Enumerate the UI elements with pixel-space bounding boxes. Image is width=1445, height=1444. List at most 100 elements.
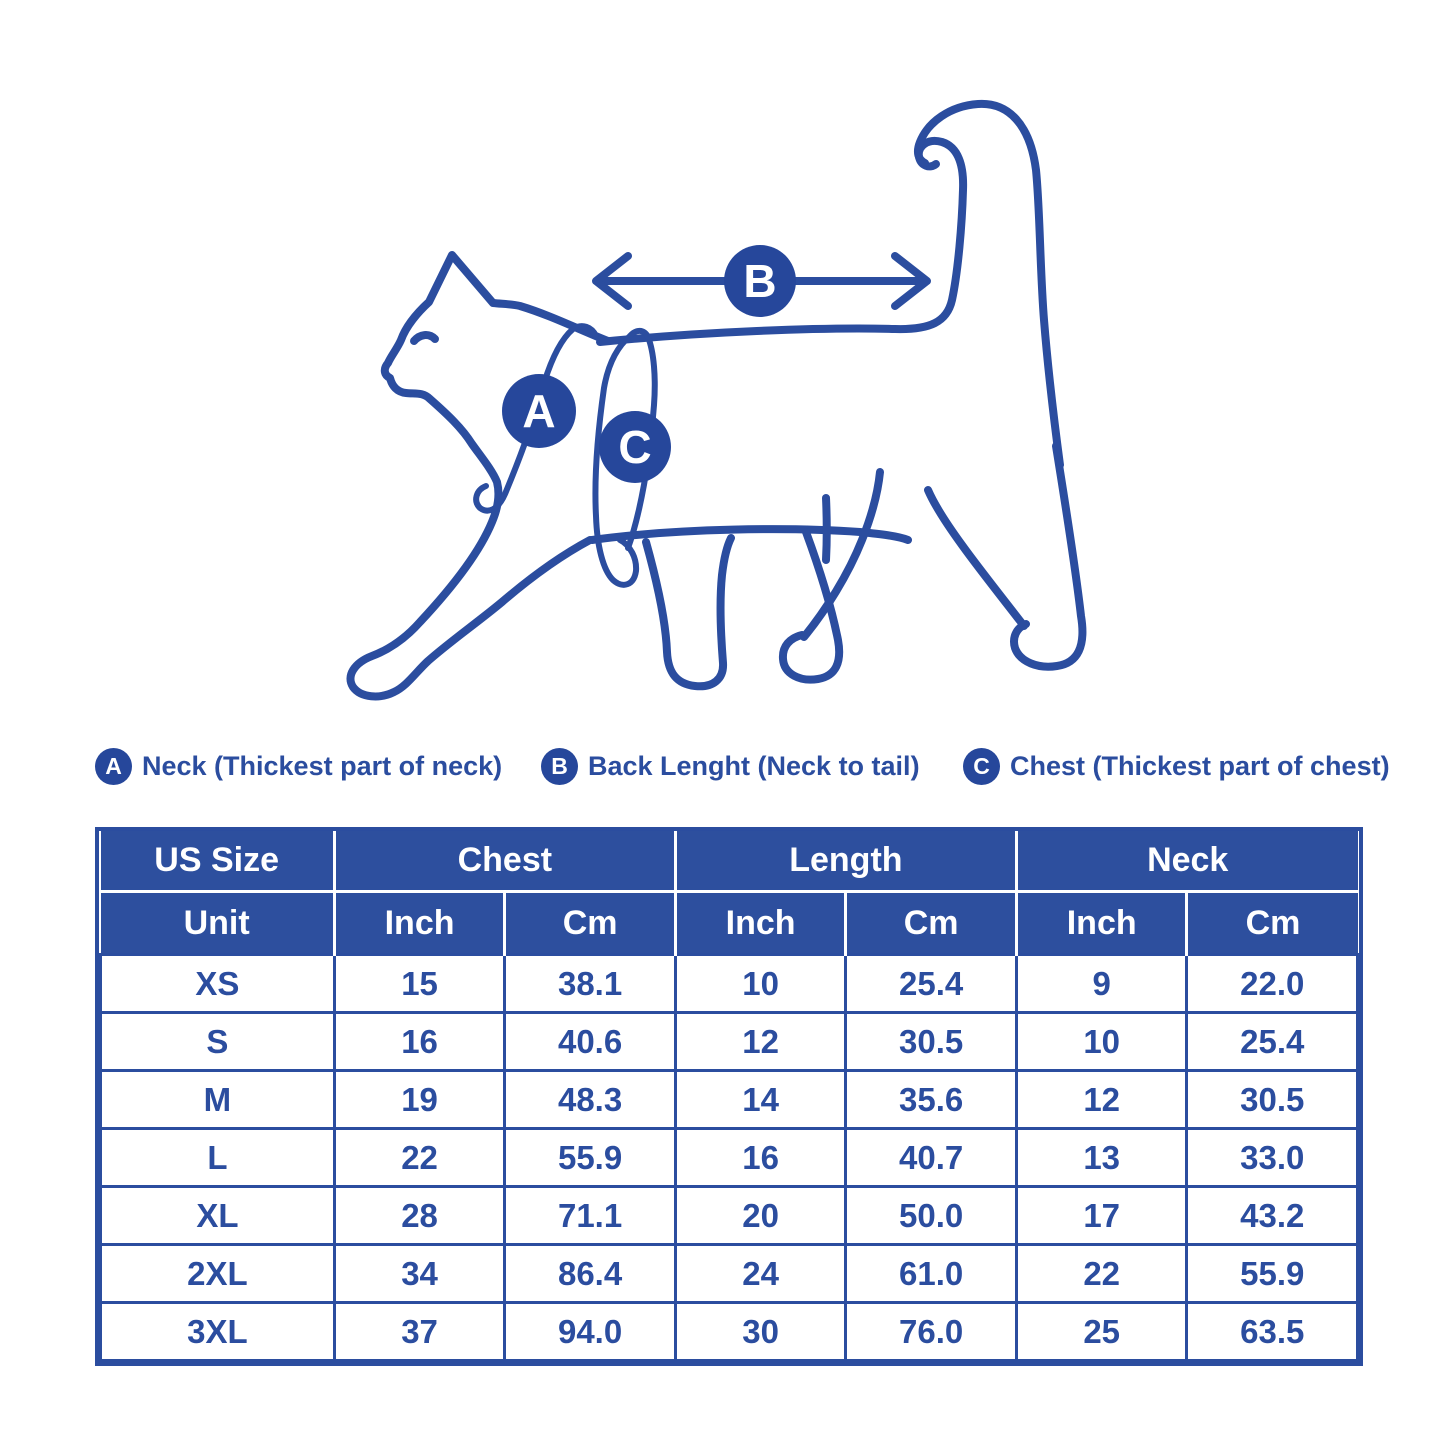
table-row: XS 15 38.1 10 25.4 9 22.0: [99, 953, 1359, 1014]
measurement-cell: 61.0: [844, 1243, 1018, 1304]
measurement-cell: 19: [332, 1069, 507, 1130]
length-header: Length: [673, 831, 1018, 893]
table-row: L 22 55.9 16 40.7 13 33.0: [99, 1127, 1359, 1188]
measurement-cell: 55.9: [503, 1127, 677, 1188]
group-header-row: US Size Chest Length Neck: [100, 831, 1358, 893]
measurement-cell: 10: [1014, 1011, 1189, 1072]
measurement-cell: 12: [673, 1011, 848, 1072]
size-table-header: US Size Chest Length Neck Unit Inch Cm I…: [100, 831, 1358, 955]
legend-b-badge-icon: B: [541, 748, 578, 785]
us-size-header: US Size: [100, 831, 336, 893]
measurement-cell: 30: [673, 1301, 848, 1362]
size-table: US Size Chest Length Neck Unit Inch Cm I…: [99, 831, 1359, 1362]
table-row: 3XL 37 94.0 30 76.0 25 63.5: [99, 1301, 1359, 1362]
cat-head-front-outline-path: [346, 251, 612, 701]
legend-item-chest: C Chest (Thickest part of chest): [963, 748, 1390, 785]
size-label-cell: M: [99, 1069, 336, 1130]
size-label-cell: L: [99, 1127, 336, 1188]
arrow-head-left-icon: [592, 252, 632, 310]
neck-cm-header: Cm: [1185, 890, 1358, 955]
legend-item-back-length: B Back Lenght (Neck to tail): [541, 748, 920, 785]
measurement-cell: 12: [1014, 1069, 1189, 1130]
measurement-cell: 28: [332, 1185, 507, 1246]
measure-c-badge-label: C: [618, 421, 651, 473]
measurement-cell: 25.4: [1185, 1011, 1359, 1072]
cat-hind-leg-far-path: [1010, 442, 1087, 671]
cat-belly-path: [588, 525, 912, 544]
measurement-cell: 20: [673, 1185, 848, 1246]
measurement-cell: 25.4: [844, 953, 1018, 1014]
measure-b-badge-icon: [724, 245, 796, 317]
cat-hind-leg-near-back-path: [800, 468, 884, 641]
measurement-cell: 13: [1014, 1127, 1189, 1188]
size-label-cell: S: [99, 1011, 336, 1072]
measurement-cell: 76.0: [844, 1301, 1018, 1362]
cat-back-tail-inner-path: [596, 137, 968, 346]
measurement-cell: 30.5: [844, 1011, 1018, 1072]
cat-eye-path: [410, 331, 439, 345]
length-cm-header: Cm: [844, 890, 1018, 955]
measurement-cell: 34: [332, 1243, 507, 1304]
measurement-cell: 43.2: [1185, 1185, 1359, 1246]
measurement-cell: 50.0: [844, 1185, 1018, 1246]
chest-header: Chest: [332, 831, 677, 893]
chest-measure-loop-path: [592, 327, 658, 588]
table-row: M 19 48.3 14 35.6 12 30.5: [99, 1069, 1359, 1130]
measurement-cell: 15: [332, 953, 507, 1014]
measurement-cell: 17: [1014, 1185, 1189, 1246]
measurement-cell: 10: [673, 953, 848, 1014]
length-inch-header: Inch: [673, 890, 848, 955]
table-row: XL 28 71.1 20 50.0 17 43.2: [99, 1185, 1359, 1246]
size-label-cell: 2XL: [99, 1243, 336, 1304]
neck-header: Neck: [1014, 831, 1358, 893]
measurement-cell: 24: [673, 1243, 848, 1304]
legend-back-length-label: Back Lenght (Neck to tail): [588, 751, 920, 781]
measurement-cell: 16: [673, 1127, 848, 1188]
neck-inch-header: Inch: [1014, 890, 1189, 955]
arrow-head-right-icon: [891, 252, 931, 310]
unit-header: Unit: [100, 890, 336, 955]
measurement-cell: 9: [1014, 953, 1189, 1014]
measurement-cell: 48.3: [503, 1069, 677, 1130]
measure-a-badge-label: A: [522, 385, 555, 437]
measure-b-badge-label: B: [743, 255, 776, 307]
table-row: S 16 40.6 12 30.5 10 25.4: [99, 1011, 1359, 1072]
measure-a-badge-icon: [502, 374, 576, 448]
table-row: 2XL 34 86.4 24 61.0 22 55.9: [99, 1243, 1359, 1304]
legend-chest-label: Chest (Thickest part of chest): [1010, 751, 1390, 781]
measurement-cell: 14: [673, 1069, 848, 1130]
measurement-cell: 94.0: [503, 1301, 677, 1362]
legend-item-neck: A Neck (Thickest part of neck): [95, 748, 502, 785]
size-label-cell: 3XL: [99, 1301, 336, 1362]
measurement-cell: 37: [332, 1301, 507, 1362]
chest-inch-header: Inch: [332, 890, 507, 955]
unit-header-row: Unit Inch Cm Inch Cm Inch Cm: [100, 890, 1358, 955]
measurement-cell: 16: [332, 1011, 507, 1072]
measurement-cell: 38.1: [503, 953, 677, 1014]
measurement-cell: 25: [1014, 1301, 1189, 1362]
cat-measurement-diagram: A C B: [346, 99, 1087, 701]
cat-front-leg-path: [642, 534, 735, 691]
legend-neck-label: Neck (Thickest part of neck): [142, 751, 503, 781]
measurement-cell: 35.6: [844, 1069, 1018, 1130]
measurement-cell: 40.6: [503, 1011, 677, 1072]
measurement-cell: 71.1: [503, 1185, 677, 1246]
cat-hind-leg-near-path: [778, 528, 844, 684]
cat-hind-leg-far-front-path: [924, 486, 1028, 630]
cat-thigh-line-path: [822, 494, 831, 564]
measurement-cell: 40.7: [844, 1127, 1018, 1188]
size-table-body: XS 15 38.1 10 25.4 9 22.0 S 16 40.6 12 30.5 10 25.4 M 1…: [99, 953, 1359, 1362]
legend-a-badge-icon: A: [95, 748, 132, 785]
chest-cm-header: Cm: [503, 890, 677, 955]
cat-tail-outer-path: [913, 99, 1064, 469]
measurement-cell: 63.5: [1185, 1301, 1359, 1362]
size-label-cell: XL: [99, 1185, 336, 1246]
measurement-cell: 30.5: [1185, 1069, 1359, 1130]
measurement-cell: 22: [332, 1127, 507, 1188]
measurement-cell: 86.4: [503, 1243, 677, 1304]
legend-c-badge-icon: C: [963, 748, 1000, 785]
measure-c-badge-icon: [599, 411, 671, 483]
size-table-container: US Size Chest Length Neck Unit Inch Cm I…: [95, 827, 1363, 1366]
measurement-cell: 55.9: [1185, 1243, 1359, 1304]
